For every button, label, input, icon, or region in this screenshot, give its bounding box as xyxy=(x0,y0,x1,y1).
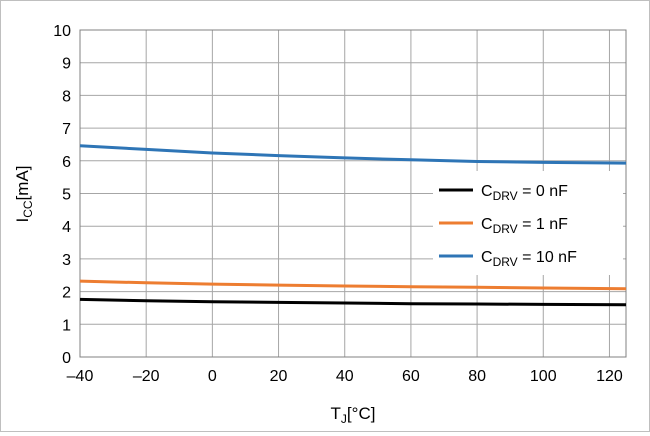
y-tick-label: 9 xyxy=(62,56,71,73)
series-line-1 xyxy=(79,279,627,291)
x-tick-labels: –40 –20 0 20 40 60 80 100 120 xyxy=(67,368,623,385)
x-tick-label: 80 xyxy=(468,368,486,385)
x-tick-label: 60 xyxy=(402,368,420,385)
plot-border xyxy=(79,29,627,358)
y-tick-labels: 0 1 2 3 4 5 6 7 8 9 10 xyxy=(53,23,71,367)
x-tick-label: 0 xyxy=(208,368,217,385)
y-tick-label: 0 xyxy=(62,350,71,367)
x-axis-title: TJ[°C] xyxy=(331,404,376,426)
axes xyxy=(79,29,627,358)
x-tick-label: 20 xyxy=(270,368,288,385)
legend: CDRV = 0 nF CDRV = 1 nF CDRV = 10 nF xyxy=(433,171,623,275)
legend-label-0: CDRV = 0 nF xyxy=(481,183,568,203)
y-tick-label: 3 xyxy=(62,252,71,269)
x-tick-label: 120 xyxy=(596,368,623,385)
y-axis-title: ICC[mA] xyxy=(13,165,35,222)
y-tick-label: 7 xyxy=(62,121,71,138)
y-tick-label: 8 xyxy=(62,88,71,105)
y-tick-label: 6 xyxy=(62,154,71,171)
legend-label-1: CDRV = 1 nF xyxy=(481,216,568,236)
series-lines xyxy=(79,144,627,307)
series-line-2 xyxy=(79,144,627,165)
x-tick-label: –20 xyxy=(133,368,160,385)
x-tick-label: 40 xyxy=(336,368,354,385)
y-tick-label: 4 xyxy=(62,219,71,236)
y-tick-label: 5 xyxy=(62,187,71,204)
y-tick-label: 10 xyxy=(53,23,71,40)
x-tick-label: 100 xyxy=(530,368,557,385)
legend-label-2: CDRV = 10 nF xyxy=(481,249,577,269)
x-tick-label: –40 xyxy=(67,368,94,385)
y-tick-label: 2 xyxy=(62,285,71,302)
y-tick-label: 1 xyxy=(62,317,71,334)
series-line-0 xyxy=(79,297,627,307)
